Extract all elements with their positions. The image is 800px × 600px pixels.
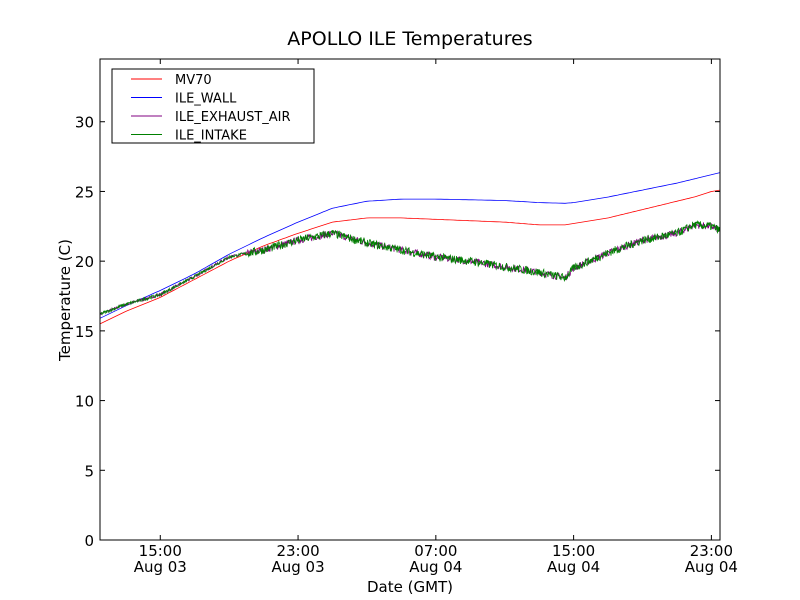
x-tick-label-date: Aug 04	[547, 558, 600, 576]
legend-box	[111, 68, 315, 144]
legend-label: ILE_EXHAUST_AIR	[175, 110, 291, 125]
series-line-ile-intake	[99, 220, 721, 316]
y-axis: 0 5 10 15 20 25 30	[75, 114, 720, 550]
x-tick-label-time: 15:00	[552, 542, 595, 560]
series-line-ile-exhaust-air	[99, 222, 721, 316]
x-axis-label: Date (GMT)	[367, 578, 453, 596]
y-tick-label: 10	[75, 393, 94, 411]
x-tick-label-time: 23:00	[690, 542, 733, 560]
x-tick-label-date: Aug 03	[134, 558, 187, 576]
plot-frame	[99, 58, 721, 541]
series-line-mv70	[99, 189, 721, 325]
y-tick-label: 30	[75, 114, 94, 132]
x-tick-label-date: Aug 03	[271, 558, 324, 576]
y-tick-label: 15	[75, 323, 94, 341]
legend-label: MV70	[175, 73, 212, 88]
x-tick-label-time: 07:00	[414, 542, 457, 560]
series-group	[99, 172, 721, 325]
x-tick-label-date: Aug 04	[409, 558, 462, 576]
y-axis-label: Temperature (C)	[56, 239, 74, 362]
y-tick-label: 0	[84, 532, 94, 550]
legend: MV70 ILE_WALL ILE_EXHAUST_AIR ILE_INTAKE	[111, 68, 315, 144]
x-tick-label-time: 23:00	[276, 542, 319, 560]
legend-label: ILE_WALL	[175, 92, 237, 107]
chart-title: APOLLO ILE Temperatures	[287, 28, 532, 50]
x-tick-label-date: Aug 04	[685, 558, 738, 576]
y-tick-label: 5	[84, 462, 94, 480]
y-tick-label: 25	[75, 183, 94, 201]
series-line-ile-wall	[99, 172, 721, 319]
x-tick-label-time: 15:00	[139, 542, 182, 560]
y-tick-label: 20	[75, 253, 94, 271]
legend-label: ILE_INTAKE	[175, 129, 247, 144]
